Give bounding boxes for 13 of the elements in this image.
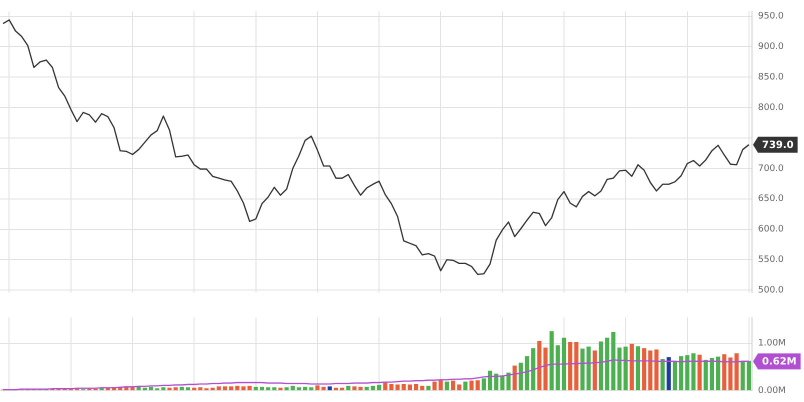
y-tick-label: 950.0 (758, 12, 784, 22)
text: 739.0 (762, 140, 794, 151)
y-tick-label: 800.0 (758, 102, 784, 113)
y-tick-label: 850.0 (758, 72, 784, 82)
y-tick-label: 550.0 (758, 255, 784, 266)
y-tick-label: 1.00M (758, 338, 786, 349)
text: 0.62M (762, 356, 797, 368)
y-tick-label: 900.0 (758, 42, 784, 52)
y-tick-label: 650.0 (758, 194, 784, 204)
y-tick-label: 0.00M (758, 386, 786, 396)
y-tick-label: 600.0 (758, 224, 784, 235)
y-tick-label: 700.0 (758, 164, 784, 174)
y-tick-label: 500.0 (758, 286, 784, 296)
